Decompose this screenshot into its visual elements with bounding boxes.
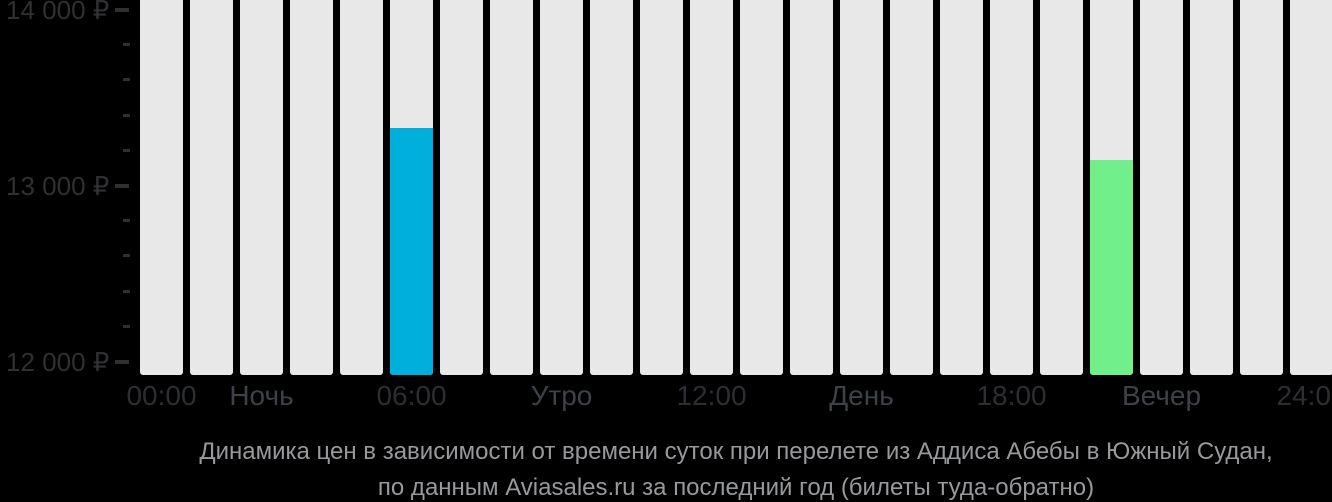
x-axis-label-Ночь: Ночь — [229, 380, 294, 411]
x-axis-label-Утро: Утро — [530, 380, 593, 411]
x-axis-label-1200: 12:00 — [676, 380, 747, 411]
y-axis-label: 14 000 ₽ — [6, 0, 110, 25]
bar-track — [440, 0, 483, 375]
x-axis-label-0000: 00:00 — [126, 380, 197, 411]
bar-track — [640, 0, 683, 375]
x-axis-label-1800: 18:00 — [976, 380, 1047, 411]
x-axis-label-Вечер: Вечер — [1121, 380, 1202, 411]
price-bar — [1090, 160, 1133, 375]
bar-track — [340, 0, 383, 375]
bar-track — [240, 0, 283, 375]
y-axis-minor-tick — [123, 325, 130, 328]
y-axis-minor-tick — [123, 43, 130, 46]
bar-track — [1240, 0, 1283, 375]
bar-track — [840, 0, 883, 375]
bar-track — [790, 0, 833, 375]
bar-track — [1040, 0, 1083, 375]
y-axis-major-tick — [115, 8, 129, 12]
bar-track — [690, 0, 733, 375]
chart-title: Динамика цен в зависимости от времени су… — [199, 438, 1273, 465]
y-axis-minor-tick — [123, 114, 130, 117]
bar-track — [590, 0, 633, 375]
bar-track — [1290, 0, 1332, 375]
bar-track — [290, 0, 333, 375]
bar-track — [1140, 0, 1183, 375]
y-axis-major-tick — [115, 184, 129, 188]
y-axis-label: 13 000 ₽ — [6, 171, 110, 201]
y-axis-minor-tick — [123, 290, 130, 293]
bar-track — [1190, 0, 1233, 375]
y-axis-major-tick — [115, 360, 129, 364]
price-bar — [390, 128, 433, 375]
x-axis-label-День: День — [829, 380, 894, 411]
chart-caption: Динамика цен в зависимости от времени су… — [140, 434, 1332, 502]
bar-track — [140, 0, 183, 375]
bar-track — [740, 0, 783, 375]
chart-subtitle: по данным Aviasales.ru за последний год … — [377, 474, 1095, 501]
bar-track — [940, 0, 983, 375]
y-axis-label: 12 000 ₽ — [6, 347, 110, 377]
y-axis-minor-tick — [123, 254, 130, 257]
bar-track — [390, 0, 433, 375]
bar-track — [1090, 0, 1133, 375]
y-axis-minor-tick — [123, 149, 130, 152]
y-axis-minor-tick — [123, 78, 130, 81]
bar-track — [490, 0, 533, 375]
bar-track — [990, 0, 1033, 375]
bar-track — [190, 0, 233, 375]
y-axis-minor-tick — [123, 219, 130, 222]
x-axis-label-2400: 24:00 — [1276, 380, 1332, 411]
bar-track — [890, 0, 933, 375]
x-axis-label-0600: 06:00 — [376, 380, 447, 411]
bar-track — [540, 0, 583, 375]
